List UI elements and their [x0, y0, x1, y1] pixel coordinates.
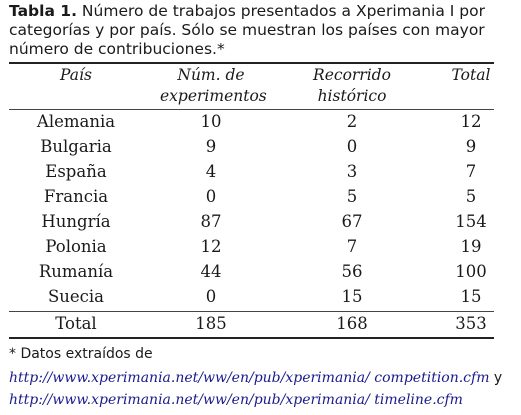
cell-total: 19: [460, 237, 482, 256]
total-recorrido: 168: [336, 314, 368, 333]
cell-experimentos: 0: [205, 287, 217, 306]
total-label: Total: [55, 314, 97, 333]
cell-total: 100: [455, 262, 487, 281]
header-total: Total: [451, 66, 491, 84]
cell-recorrido: 5: [346, 187, 358, 206]
cell-experimentos: 10: [200, 112, 222, 131]
cell-pais: Hungría: [41, 212, 111, 231]
cell-pais: Alemania: [36, 112, 116, 131]
cell-pais: Bulgaria: [40, 137, 112, 156]
header-recorrido-line2: histórico: [317, 87, 387, 105]
caption-label: Tabla 1.: [9, 2, 77, 20]
total-total: 353: [455, 314, 487, 333]
caption-text: Número de trabajos presentados a Xperima…: [9, 2, 485, 58]
cell-recorrido: 15: [341, 287, 363, 306]
total-experimentos: 185: [195, 314, 227, 333]
cell-pais: Francia: [43, 187, 109, 206]
footnote-line-2: http://www.xperimania.net/ww/en/pub/xper…: [9, 369, 502, 387]
cell-pais: Suecia: [47, 287, 105, 306]
cell-pais: Rumanía: [38, 262, 114, 281]
table-total-rule: [9, 311, 494, 312]
cell-experimentos: 44: [200, 262, 222, 281]
table-header-rule: [9, 109, 494, 110]
cell-experimentos: 87: [200, 212, 222, 231]
cell-experimentos: 12: [200, 237, 222, 256]
cell-experimentos: 4: [205, 162, 217, 181]
header-recorrido-line1: Recorrido: [313, 66, 391, 84]
cell-total: 12: [460, 112, 482, 131]
cell-experimentos: 9: [205, 137, 217, 156]
footnote-link-timeline[interactable]: http://www.xperimania.net/ww/en/pub/xper…: [9, 392, 463, 408]
cell-recorrido: 7: [346, 237, 358, 256]
footnote-prefix: * Datos extraídos de: [9, 346, 153, 362]
footnote-link-competition[interactable]: http://www.xperimania.net/ww/en/pub/xper…: [9, 370, 490, 386]
cell-total: 7: [465, 162, 477, 181]
cell-recorrido: 0: [346, 137, 358, 156]
header-pais: País: [60, 66, 92, 84]
footnote-joiner: y: [489, 370, 503, 386]
cell-pais: España: [45, 162, 107, 181]
header-experimentos-line2: experimentos: [160, 87, 267, 105]
cell-total: 9: [465, 137, 477, 156]
table-caption: Tabla 1. Número de trabajos presentados …: [9, 2, 514, 59]
cell-experimentos: 0: [205, 187, 217, 206]
cell-recorrido: 67: [341, 212, 363, 231]
footnote-line-3: http://www.xperimania.net/ww/en/pub/xper…: [9, 391, 463, 409]
cell-total: 15: [460, 287, 482, 306]
cell-recorrido: 3: [346, 162, 358, 181]
header-experimentos-line1: Núm. de: [177, 66, 245, 84]
cell-recorrido: 56: [341, 262, 363, 281]
cell-pais: Polonia: [45, 237, 107, 256]
table-bottom-rule: [9, 337, 494, 339]
cell-total: 154: [455, 212, 487, 231]
table-top-rule: [9, 62, 494, 64]
cell-recorrido: 2: [346, 112, 358, 131]
cell-total: 5: [465, 187, 477, 206]
